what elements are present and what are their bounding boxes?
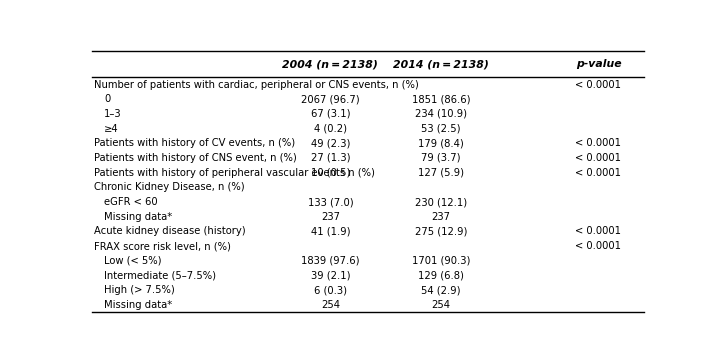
Text: 4 (0.2): 4 (0.2)	[314, 124, 347, 134]
Text: Number of patients with cardiac, peripheral or CNS events, n (%): Number of patients with cardiac, periphe…	[94, 80, 419, 90]
Text: High (> 7.5%): High (> 7.5%)	[104, 285, 175, 295]
Text: 2067 (96.7): 2067 (96.7)	[301, 94, 360, 104]
Text: 53 (2.5): 53 (2.5)	[422, 124, 461, 134]
Text: 133 (7.0): 133 (7.0)	[307, 197, 353, 207]
Text: Patients with history of CV events, n (%): Patients with history of CV events, n (%…	[94, 138, 295, 148]
Text: Chronic Kidney Disease, n (%): Chronic Kidney Disease, n (%)	[94, 182, 245, 192]
Text: 79 (3.7): 79 (3.7)	[422, 153, 461, 163]
Text: 2004 (n = 2138): 2004 (n = 2138)	[282, 59, 378, 69]
Text: FRAX score risk level, n (%): FRAX score risk level, n (%)	[94, 241, 231, 251]
Text: Acute kidney disease (history): Acute kidney disease (history)	[94, 226, 246, 236]
Text: 54 (2.9): 54 (2.9)	[422, 285, 461, 295]
Text: 237: 237	[321, 212, 340, 222]
Text: Missing data*: Missing data*	[104, 212, 172, 222]
Text: 1851 (86.6): 1851 (86.6)	[412, 94, 470, 104]
Text: 1839 (97.6): 1839 (97.6)	[301, 256, 360, 266]
Text: < 0.0001: < 0.0001	[576, 226, 621, 236]
Text: 1–3: 1–3	[104, 109, 122, 119]
Text: < 0.0001: < 0.0001	[576, 168, 621, 178]
Text: < 0.0001: < 0.0001	[576, 153, 621, 163]
Text: 129 (6.8): 129 (6.8)	[418, 271, 464, 281]
Text: 254: 254	[432, 300, 450, 310]
Text: 127 (5.9): 127 (5.9)	[418, 168, 464, 178]
Text: Patients with history of peripheral vascular events n (%): Patients with history of peripheral vasc…	[94, 168, 375, 178]
Text: eGFR < 60: eGFR < 60	[104, 197, 158, 207]
Text: 234 (10.9): 234 (10.9)	[415, 109, 467, 119]
Text: 254: 254	[321, 300, 340, 310]
Text: 49 (2.3): 49 (2.3)	[311, 138, 350, 148]
Text: < 0.0001: < 0.0001	[576, 241, 621, 251]
Text: ≥4: ≥4	[104, 124, 119, 134]
Text: 41 (1.9): 41 (1.9)	[311, 226, 350, 236]
Text: 67 (3.1): 67 (3.1)	[311, 109, 350, 119]
Text: Low (< 5%): Low (< 5%)	[104, 256, 162, 266]
Text: p-value: p-value	[576, 59, 621, 69]
Text: 230 (12.1): 230 (12.1)	[415, 197, 468, 207]
Text: 27 (1.3): 27 (1.3)	[311, 153, 350, 163]
Text: 0: 0	[104, 94, 111, 104]
Text: 237: 237	[432, 212, 450, 222]
Text: 2014 (n = 2138): 2014 (n = 2138)	[393, 59, 489, 69]
Text: 179 (8.4): 179 (8.4)	[418, 138, 464, 148]
Text: 10 (0.5): 10 (0.5)	[311, 168, 350, 178]
Text: 1701 (90.3): 1701 (90.3)	[412, 256, 470, 266]
Text: Intermediate (5–7.5%): Intermediate (5–7.5%)	[104, 271, 217, 281]
Text: 6 (0.3): 6 (0.3)	[314, 285, 347, 295]
Text: 275 (12.9): 275 (12.9)	[415, 226, 468, 236]
Text: < 0.0001: < 0.0001	[576, 80, 621, 90]
Text: Missing data*: Missing data*	[104, 300, 172, 310]
Text: Patients with history of CNS event, n (%): Patients with history of CNS event, n (%…	[94, 153, 297, 163]
Text: < 0.0001: < 0.0001	[576, 138, 621, 148]
Text: 39 (2.1): 39 (2.1)	[311, 271, 350, 281]
